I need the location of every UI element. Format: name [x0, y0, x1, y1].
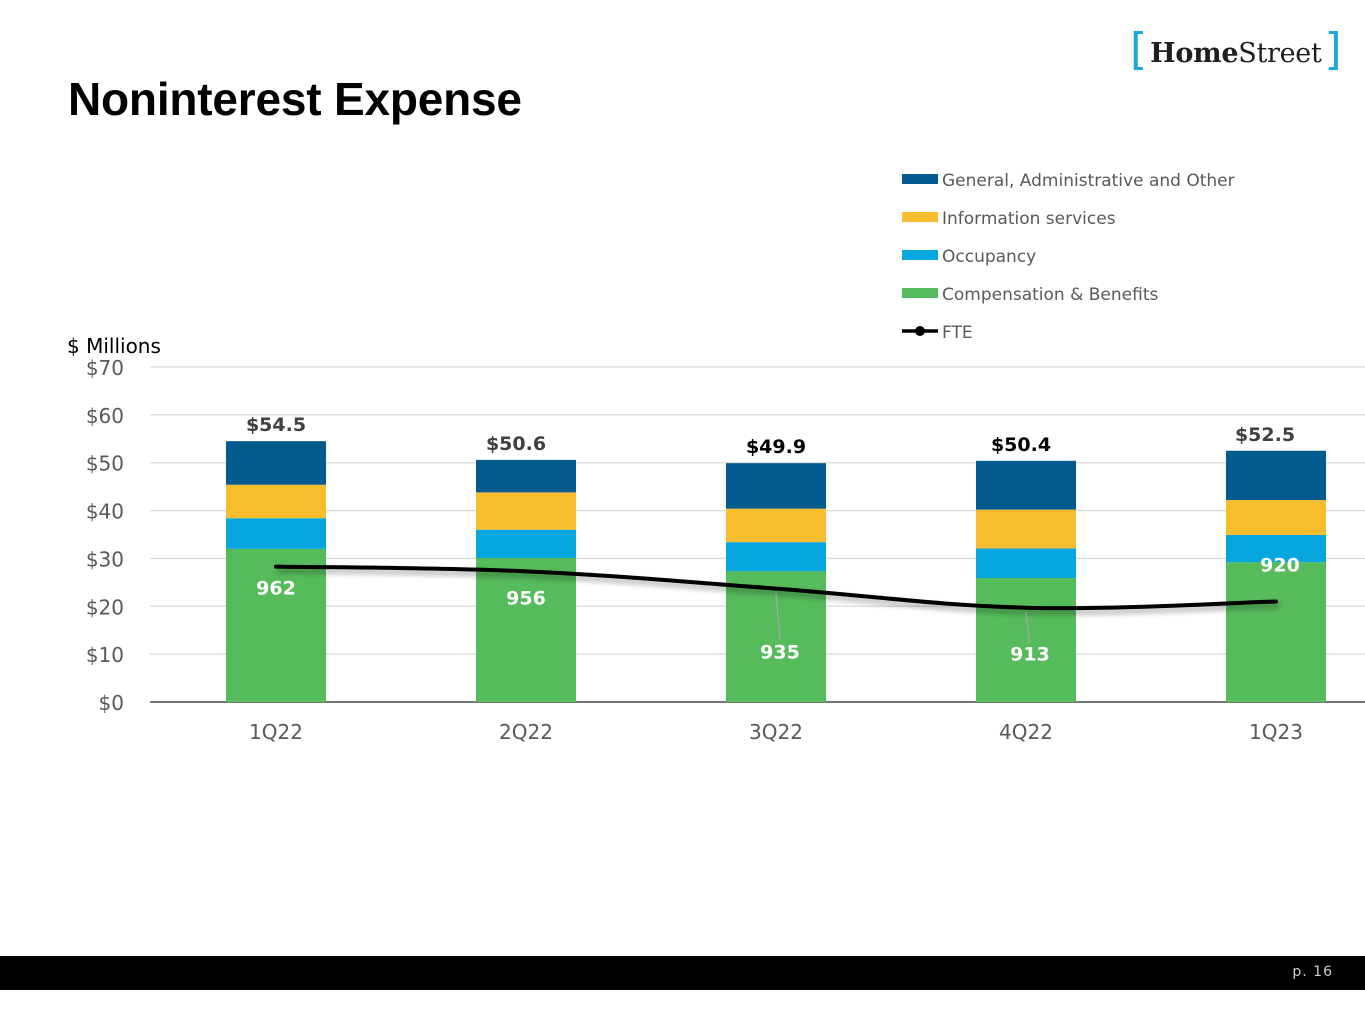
- legend-label: General, Administrative and Other: [942, 171, 1235, 191]
- bar-segment-occupancy: [1226, 534, 1326, 563]
- legend-swatch: [902, 288, 938, 298]
- y-tick-label: $50: [86, 452, 124, 476]
- x-tick-label: 1Q23: [1249, 720, 1303, 744]
- fte-data-label: 962: [256, 578, 296, 600]
- bar-segment-general-admin: [476, 459, 576, 493]
- bar-segment-info-services: [226, 484, 326, 519]
- y-axis: $0 $10 $20 $30 $40 $50 $60 $70: [86, 356, 1365, 715]
- bar-total-label: $49.9: [746, 436, 806, 458]
- chart-legend: General, Administrative and Other Informa…: [902, 171, 1235, 343]
- logo-wordmark: HomeStreet: [1147, 38, 1324, 69]
- bar-total-label: $54.5: [246, 414, 306, 436]
- page-number: p. 16: [1292, 964, 1333, 980]
- y-tick-label: $60: [86, 404, 124, 428]
- logo-right-bracket: ]: [1324, 24, 1342, 75]
- y-axis-title: $ Millions: [67, 334, 161, 358]
- legend-swatch: [902, 212, 938, 222]
- homestreet-logo: [ HomeStreet ]: [1130, 24, 1342, 76]
- fte-line: [274, 564, 1278, 611]
- bar-segment-compensation: [476, 557, 576, 702]
- y-tick-label: $40: [86, 500, 124, 524]
- bar-segment-general-admin: [976, 460, 1076, 510]
- x-tick-label: 4Q22: [999, 720, 1053, 744]
- fte-data-label: 935: [760, 642, 800, 664]
- bar-segment-general-admin: [726, 463, 826, 509]
- bar-total-label: $50.6: [486, 433, 546, 455]
- bar-total-label: $52.5: [1235, 424, 1295, 446]
- stacked-bars: [226, 441, 1326, 702]
- bar-segment-compensation: [976, 578, 1076, 702]
- logo-wordmark-regular: Street: [1238, 37, 1322, 69]
- bar-segment-compensation: [226, 548, 326, 702]
- fte-leader-line: [775, 593, 781, 641]
- fte-leader-line: [1025, 612, 1031, 643]
- bar-segment-info-services: [726, 508, 826, 543]
- legend-swatch: [902, 250, 938, 260]
- bar-segment-occupancy: [226, 518, 326, 549]
- y-tick-label: $10: [86, 643, 124, 667]
- y-tick-label: $30: [86, 547, 124, 571]
- bar-total-label: $50.4: [991, 434, 1051, 456]
- x-axis-labels: 1Q22 2Q22 3Q22 4Q22 1Q23: [249, 720, 1303, 744]
- bar-segment-info-services: [976, 509, 1076, 549]
- x-tick-label: 1Q22: [249, 720, 303, 744]
- bar-segment-occupancy: [976, 548, 1076, 579]
- legend-swatch: [902, 174, 938, 184]
- x-tick-label: 3Q22: [749, 720, 803, 744]
- y-tick-label: $0: [99, 691, 124, 715]
- noninterest-expense-chart: $0$10$20$30$40$50$60$70 $54.5$50.6 $49.9 $…: [67, 171, 1365, 744]
- bar-segment-occupancy: [476, 529, 576, 558]
- legend-label: Occupancy: [942, 247, 1036, 267]
- y-tick-label: $70: [86, 356, 124, 380]
- fte-labels: 962 956 935 913 920: [256, 555, 1300, 666]
- fte-line-series: [274, 564, 1278, 611]
- legend-label: Information services: [942, 209, 1116, 229]
- logo-left-bracket: [: [1130, 24, 1148, 75]
- bar-segment-occupancy: [726, 542, 826, 572]
- total-labels: $54.5 $50.6 $49.9 $50.4 $52.5: [246, 414, 1295, 458]
- bar-segment-compensation: [1226, 562, 1326, 702]
- legend-line-marker: [915, 326, 925, 336]
- bar-segment-info-services: [1226, 500, 1326, 535]
- x-tick-label: 2Q22: [499, 720, 553, 744]
- legend-label: Compensation & Benefits: [942, 285, 1158, 305]
- fte-data-label: 913: [1010, 644, 1050, 666]
- fte-data-label: 956: [506, 587, 546, 609]
- bar-segment-general-admin: [1226, 450, 1326, 501]
- logo-wordmark-bold: Home: [1150, 37, 1239, 69]
- bar-segment-general-admin: [226, 441, 326, 485]
- fte-data-label: 920: [1260, 555, 1300, 577]
- y-tick-label: $20: [86, 595, 124, 619]
- page-title: Noninterest Expense: [68, 73, 522, 125]
- legend-label: FTE: [942, 323, 973, 343]
- footer-bar: p. 16: [0, 956, 1365, 990]
- bar-segment-info-services: [476, 492, 576, 530]
